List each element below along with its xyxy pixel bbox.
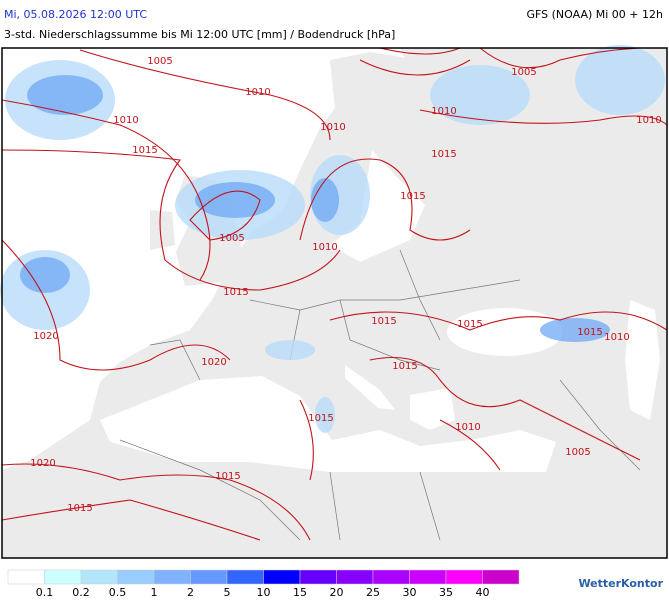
legend-swatch xyxy=(117,569,155,585)
isobar-label: 1010 xyxy=(113,115,138,126)
legend-label: 2 xyxy=(187,586,194,599)
isobar-label: 1005 xyxy=(565,447,590,458)
isobar-label: 1005 xyxy=(147,56,172,67)
legend-label: 15 xyxy=(293,586,307,599)
legend-label: 5 xyxy=(224,586,231,599)
logo[interactable]: WetterKontor xyxy=(578,577,663,590)
isobar-label: 1015 xyxy=(132,145,157,156)
isobar-label: 1005 xyxy=(511,67,536,78)
legend-label: 40 xyxy=(476,586,490,599)
subtitle: 3-std. Niederschlagssumme bis Mi 12:00 U… xyxy=(4,28,395,41)
isobar-label: 1015 xyxy=(457,319,482,330)
isobar-label: 1010 xyxy=(604,332,629,343)
map: 1005101010101015101010051010101010151015… xyxy=(0,45,668,559)
legend-label: 0.2 xyxy=(72,586,90,599)
legend-label: 0.5 xyxy=(109,586,127,599)
legend-label: 20 xyxy=(330,586,344,599)
legend-swatch xyxy=(80,569,118,585)
isobar-label: 1010 xyxy=(312,242,337,253)
isobar-label: 1005 xyxy=(219,233,244,244)
legend-swatch xyxy=(7,569,45,585)
isobar-label: 1015 xyxy=(308,413,333,424)
isobar-label: 1010 xyxy=(455,422,480,433)
isobar-label: 1020 xyxy=(33,331,58,342)
isobar-label: 1015 xyxy=(223,287,248,298)
isobar-label: 1015 xyxy=(400,191,425,202)
isobar-label: 1010 xyxy=(245,87,270,98)
isobar-label: 1015 xyxy=(67,503,92,514)
isobar-label: 1010 xyxy=(431,106,456,117)
isobar-label: 1010 xyxy=(320,122,345,133)
legend-label: 0.1 xyxy=(36,586,54,599)
legend-label: 25 xyxy=(366,586,380,599)
legend-swatch xyxy=(44,569,82,585)
isobar-label: 1015 xyxy=(577,327,602,338)
legend-swatch xyxy=(445,569,483,585)
legend-label: 30 xyxy=(403,586,417,599)
legend-swatch xyxy=(372,569,410,585)
legend-swatch xyxy=(336,569,374,585)
isobar-label: 1010 xyxy=(636,115,661,126)
legend-swatch xyxy=(190,569,228,585)
isobar-label: 1020 xyxy=(201,357,226,368)
legend-swatch xyxy=(226,569,264,585)
legend-swatch xyxy=(299,569,337,585)
legend-label: 10 xyxy=(257,586,271,599)
legend-swatch xyxy=(153,569,191,585)
legend-label: 35 xyxy=(439,586,453,599)
isobar-label: 1015 xyxy=(431,149,456,160)
legend-swatch xyxy=(409,569,447,585)
legend-label: 1 xyxy=(151,586,158,599)
isobar-label: 1015 xyxy=(371,316,396,327)
isobar-label: 1020 xyxy=(30,458,55,469)
valid-time: Mi, 05.08.2026 12:00 UTC xyxy=(4,8,147,21)
isobar-label: 1015 xyxy=(392,361,417,372)
legend: 0.1 0.2 0.5 1 2 5 10 15 20 25 30 35 40 xyxy=(7,569,520,599)
legend-swatch xyxy=(263,569,301,585)
model-run: GFS (NOAA) Mi 00 + 12h xyxy=(527,8,664,21)
legend-swatch xyxy=(482,569,520,585)
isobar-label: 1015 xyxy=(215,471,240,482)
